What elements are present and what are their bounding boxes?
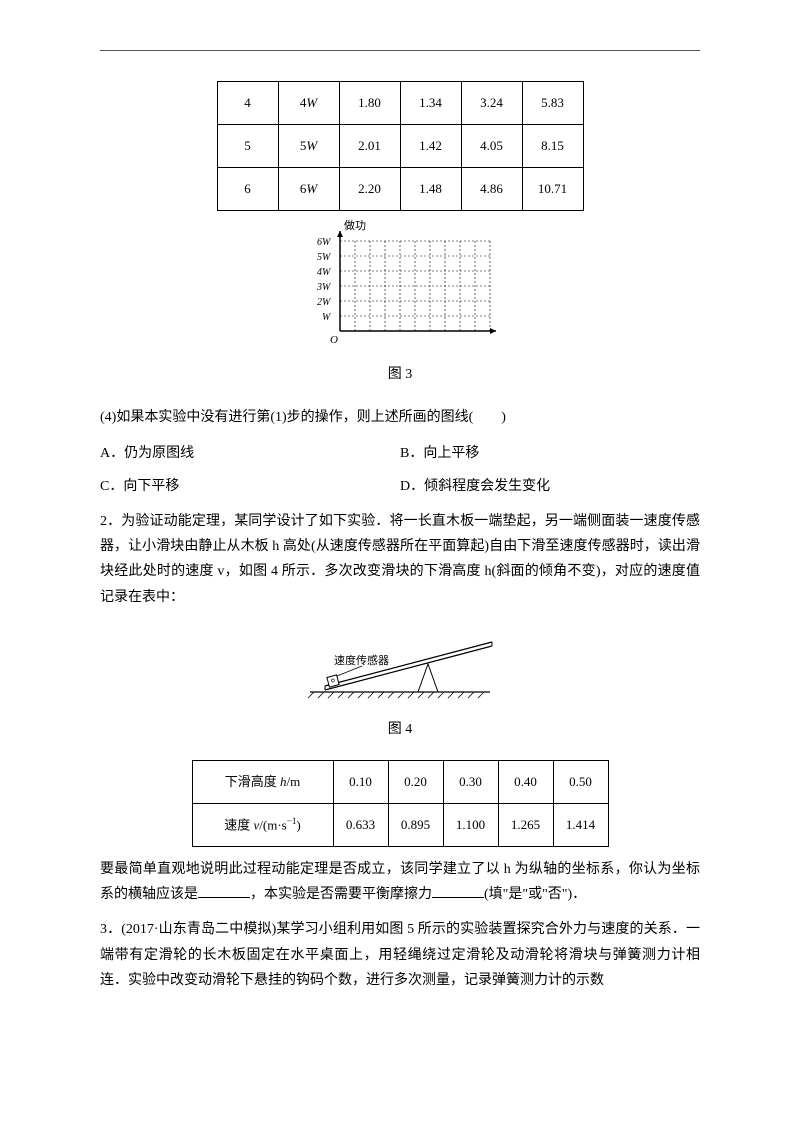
cell: 1.80 [339, 82, 400, 125]
cell: 8.15 [522, 125, 583, 168]
svg-text:2W: 2W [317, 297, 332, 308]
cell: 4W [278, 82, 339, 125]
grid-chart: 做功 [100, 219, 700, 358]
cell: 1.42 [400, 125, 461, 168]
cell: 2.20 [339, 168, 400, 211]
cell: 0.20 [388, 761, 443, 804]
table-row: 速度 v/(m·s−1) 0.633 0.895 1.100 1.265 1.4… [192, 804, 608, 847]
cell: 0.10 [333, 761, 388, 804]
fig4-caption: 图 4 [100, 717, 700, 742]
option-a: A．仍为原图线 [100, 441, 400, 466]
cell: 0.633 [333, 804, 388, 847]
cell: 6W [278, 168, 339, 211]
q2f-mid: ，本实验是否需要平衡摩擦力 [250, 887, 432, 902]
option-c: C．向下平移 [100, 474, 400, 499]
x-axis-arrow [490, 328, 496, 334]
cell: 0.895 [388, 804, 443, 847]
option-d: D．倾斜程度会发生变化 [400, 474, 700, 499]
q2f-post: (填"是"或"否")． [484, 887, 586, 902]
svg-text:5W: 5W [317, 252, 332, 263]
option-b: B．向上平移 [400, 441, 700, 466]
table-row: 下滑高度 h/m 0.10 0.20 0.30 0.40 0.50 [192, 761, 608, 804]
cell: 0.50 [553, 761, 608, 804]
svg-text:W: W [322, 312, 332, 323]
incline-diagram: 速度传感器 [100, 624, 700, 713]
cell: 4 [217, 82, 278, 125]
cell: 0.40 [498, 761, 553, 804]
cell: 10.71 [522, 168, 583, 211]
svg-text:3W: 3W [316, 282, 332, 293]
options-block: A．仍为原图线 B．向上平移 C．向下平移 D．倾斜程度会发生变化 [100, 441, 700, 499]
blank-input-2[interactable] [432, 883, 484, 898]
question-2-followup: 要最简单直观地说明此过程动能定理是否成立，该同学建立了以 h 为纵轴的坐标系，你… [100, 857, 700, 907]
grid-svg: 做功 [300, 219, 500, 349]
cell: 5 [217, 125, 278, 168]
cell: 1.414 [553, 804, 608, 847]
cell: 5.83 [522, 82, 583, 125]
cell: 4.86 [461, 168, 522, 211]
svg-text:4W: 4W [317, 267, 332, 278]
table-row: 6 6W 2.20 1.48 4.86 10.71 [217, 168, 583, 211]
sensor-label: 速度传感器 [334, 653, 389, 667]
svg-text:6W: 6W [317, 237, 332, 248]
table-row: 4 4W 1.80 1.34 3.24 5.83 [217, 82, 583, 125]
cell: 5W [278, 125, 339, 168]
y-axis-label: 做功 [344, 219, 366, 232]
cell: 0.30 [443, 761, 498, 804]
table1: 4 4W 1.80 1.34 3.24 5.83 5 5W 2.01 1.42 … [217, 81, 584, 211]
table2: 下滑高度 h/m 0.10 0.20 0.30 0.40 0.50 速度 v/(… [192, 760, 609, 847]
row-label: 速度 v/(m·s−1) [192, 804, 333, 847]
cell: 1.34 [400, 82, 461, 125]
fig3-caption: 图 3 [100, 362, 700, 387]
cell: 1.265 [498, 804, 553, 847]
cell: 1.100 [443, 804, 498, 847]
blank-input-1[interactable] [198, 883, 250, 898]
page-top-rule [100, 50, 700, 51]
question-4: (4)如果本实验中没有进行第(1)步的操作，则上述所画的图线( ) [100, 405, 700, 430]
cell: 4.05 [461, 125, 522, 168]
question-2: 2．为验证动能定理，某同学设计了如下实验．将一长直木板一端垫起，另一端侧面装一速… [100, 509, 700, 610]
cell: 2.01 [339, 125, 400, 168]
cell: 3.24 [461, 82, 522, 125]
cell: 1.48 [400, 168, 461, 211]
question-3: 3．(2017·山东青岛二中模拟)某学习小组利用如图 5 所示的实验装置探究合外… [100, 917, 700, 993]
y-axis-arrow [337, 231, 343, 237]
row-label: 下滑高度 h/m [192, 761, 333, 804]
table-row: 5 5W 2.01 1.42 4.05 8.15 [217, 125, 583, 168]
cell: 6 [217, 168, 278, 211]
origin-label: O [330, 334, 338, 346]
